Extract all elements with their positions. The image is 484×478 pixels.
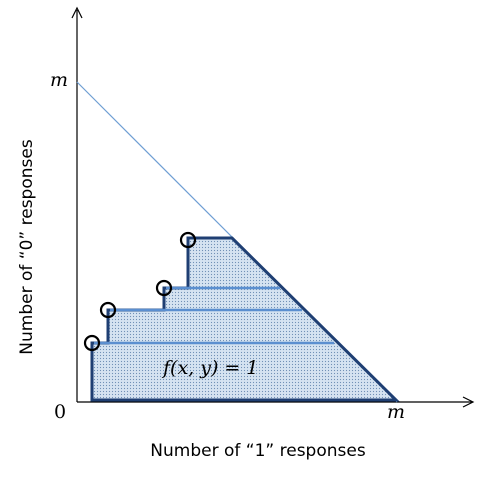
corner-marker (179, 231, 197, 249)
y-axis-arrow (71, 6, 83, 19)
x-axis-arrow (462, 396, 475, 408)
formula-label: f(x, y) = 1 (161, 357, 258, 379)
corner-marker (83, 334, 101, 352)
corner-marker (99, 301, 117, 319)
x-max-label: m (387, 401, 405, 423)
corner-marker (155, 279, 173, 297)
x-axis-title: Number of “1” responses (150, 441, 366, 461)
y-max-label: m (50, 69, 68, 91)
y-axis-title: Number of “0” responses (17, 139, 37, 355)
origin-label: 0 (54, 401, 66, 423)
